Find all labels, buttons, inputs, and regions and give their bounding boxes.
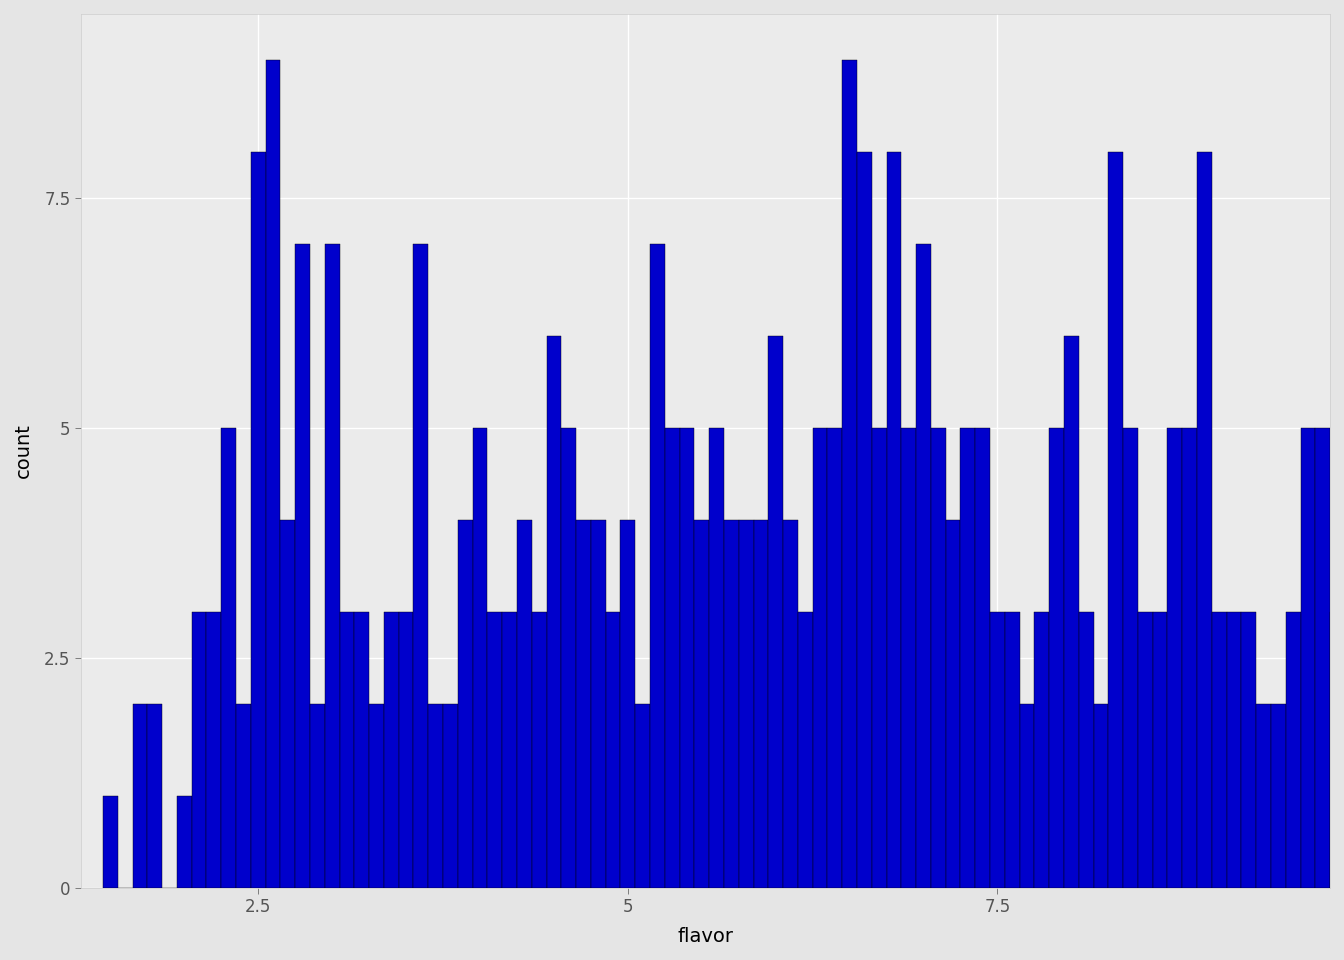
Bar [251,152,266,888]
Bar [355,612,370,888]
Bar [1079,612,1094,888]
Bar [1257,704,1271,888]
Bar [340,612,355,888]
Bar [503,612,517,888]
Bar [192,612,207,888]
Bar [1286,612,1301,888]
Bar [828,428,843,888]
Bar [458,519,473,888]
Bar [887,152,902,888]
Bar [1212,612,1227,888]
Bar [1153,612,1168,888]
Bar [695,519,710,888]
Bar [310,704,325,888]
Bar [902,428,917,888]
Bar [665,428,680,888]
Bar [813,428,828,888]
Bar [769,336,784,888]
Bar [414,244,429,888]
Bar [222,428,237,888]
Bar [325,244,340,888]
Bar [591,519,606,888]
Bar [1183,428,1198,888]
Bar [133,704,148,888]
Bar [266,60,281,888]
Bar [606,612,621,888]
Bar [429,704,444,888]
Bar [148,704,163,888]
Bar [946,519,961,888]
Bar [843,60,857,888]
Bar [207,612,222,888]
Bar [562,428,577,888]
Bar [872,428,887,888]
Bar [1331,612,1344,888]
Bar [517,519,532,888]
Bar [857,152,872,888]
Bar [976,428,991,888]
Bar [103,796,118,888]
Bar [370,704,384,888]
Bar [621,519,636,888]
Bar [1094,704,1109,888]
Bar [1035,612,1050,888]
Bar [1124,428,1138,888]
Bar [473,428,488,888]
Bar [710,428,724,888]
Bar [739,519,754,888]
Bar [961,428,976,888]
Bar [547,336,562,888]
Bar [237,704,251,888]
Bar [650,244,665,888]
Bar [384,612,399,888]
Bar [1242,612,1257,888]
Bar [931,428,946,888]
Bar [177,796,192,888]
Bar [1064,336,1079,888]
Bar [1020,704,1035,888]
Bar [1005,612,1020,888]
Bar [724,519,739,888]
Bar [1316,428,1331,888]
Bar [1168,428,1183,888]
Bar [784,519,798,888]
Bar [1138,612,1153,888]
Bar [1227,612,1242,888]
Bar [680,428,695,888]
Bar [1271,704,1286,888]
Bar [281,519,296,888]
Bar [798,612,813,888]
Bar [1301,428,1316,888]
Bar [991,612,1005,888]
Bar [399,612,414,888]
Bar [917,244,931,888]
Bar [1198,152,1212,888]
X-axis label: flavor: flavor [677,927,734,947]
Y-axis label: count: count [13,423,32,478]
Bar [754,519,769,888]
Bar [577,519,591,888]
Bar [532,612,547,888]
Bar [1050,428,1064,888]
Bar [488,612,503,888]
Bar [1109,152,1124,888]
Bar [636,704,650,888]
Bar [444,704,458,888]
Bar [296,244,310,888]
